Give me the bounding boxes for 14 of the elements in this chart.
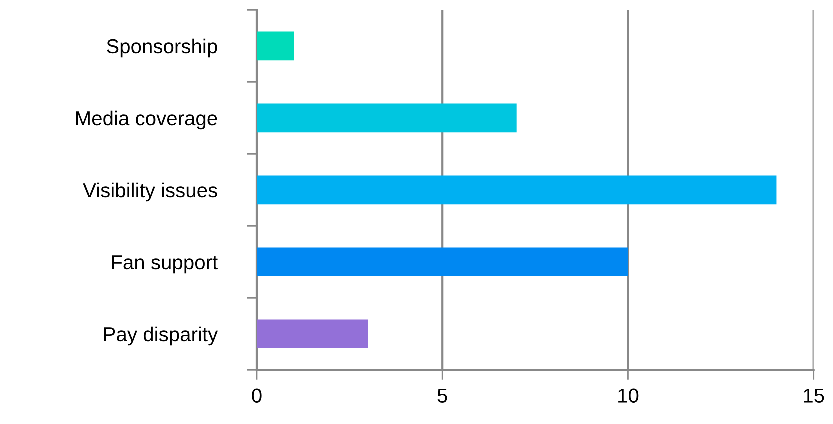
y-tick-label: Pay disparity: [104, 326, 218, 346]
bar: [256, 320, 368, 349]
x-tick-label: 5: [438, 388, 448, 403]
bar: [256, 176, 777, 205]
y-tick-label: Media coverage: [76, 110, 218, 130]
x-tick-label: 15: [804, 388, 824, 403]
bar: [256, 248, 628, 277]
x-tick-label: 0: [252, 388, 262, 403]
bar: [256, 104, 517, 133]
y-tick-label: Visibility issues: [83, 182, 218, 202]
x-tick-label: 10: [618, 388, 639, 403]
y-tick-label: Sponsorship: [107, 38, 218, 58]
bar: [256, 32, 294, 61]
y-tick-label: Fan support: [112, 256, 218, 274]
